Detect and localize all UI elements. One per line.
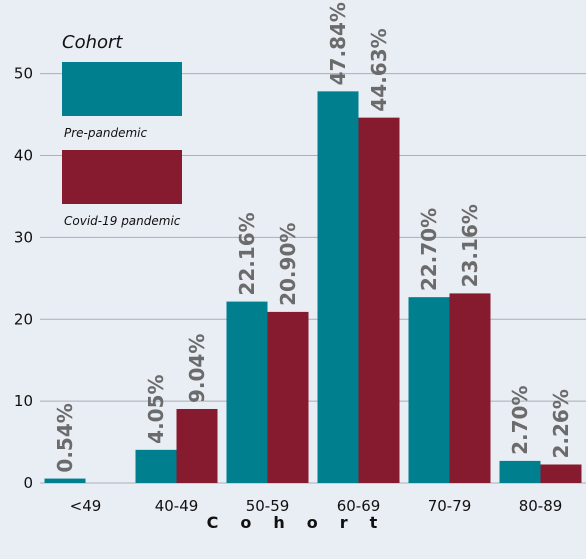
- y-tick-label: 20: [14, 310, 33, 328]
- bar-pre-pandemic: [499, 460, 541, 483]
- legend: Cohort Pre-pandemic Covid-19 pandemic: [62, 32, 182, 228]
- bar-pre-pandemic: [44, 478, 86, 483]
- data-label: 0.54%: [53, 403, 77, 472]
- legend-label-covid-19-pandemic: Covid-19 pandemic: [64, 214, 181, 228]
- data-label: 22.70%: [417, 208, 441, 291]
- data-label: 4.05%: [144, 374, 168, 443]
- bars: [44, 91, 582, 483]
- data-label: 20.90%: [276, 223, 300, 306]
- bar-covid-19-pandemic: [267, 311, 309, 483]
- y-tick-label: 50: [14, 65, 33, 83]
- bar-pre-pandemic: [226, 301, 268, 483]
- x-tick-label: 70-79: [428, 497, 472, 515]
- y-tick-label: 10: [14, 392, 33, 410]
- y-axis-ticks: 0 10 20 30 40 50: [14, 65, 33, 492]
- bar-pre-pandemic: [408, 297, 450, 483]
- bar-pre-pandemic: [317, 91, 359, 483]
- bar-covid-19-pandemic: [358, 117, 400, 483]
- x-tick-label: <49: [70, 497, 102, 515]
- data-label: 2.26%: [549, 389, 573, 458]
- legend-label-pre-pandemic: Pre-pandemic: [64, 126, 147, 140]
- bar-pre-pandemic: [135, 449, 177, 483]
- bar-covid-19-pandemic: [449, 293, 491, 483]
- x-axis-ticks: <49 40-49 50-59 60-69 70-79 80-89: [70, 497, 563, 515]
- x-tick-label: 60-69: [337, 497, 381, 515]
- y-tick-label: 30: [14, 228, 33, 246]
- legend-title: Cohort: [62, 32, 123, 53]
- data-label: 44.63%: [367, 28, 391, 111]
- x-tick-label: 40-49: [155, 497, 199, 515]
- data-label: 9.04%: [185, 334, 209, 403]
- bar-covid-19-pandemic: [540, 464, 582, 483]
- x-tick-label: 50-59: [246, 497, 290, 515]
- y-tick-label: 40: [14, 147, 33, 165]
- bar-covid-19-pandemic: [176, 408, 218, 483]
- x-tick-label: 80-89: [519, 497, 563, 515]
- data-label: 47.84%: [326, 2, 350, 85]
- data-label: 22.16%: [235, 212, 259, 295]
- data-labels: 0.54% 4.05% 9.04% 22.16% 20.90% 47.84% 44.63% 2…: [53, 2, 573, 473]
- y-tick-label: 0: [23, 474, 33, 492]
- legend-swatch-covid-19-pandemic: [62, 150, 182, 204]
- data-label: 2.70%: [508, 386, 532, 455]
- legend-swatch-pre-pandemic: [62, 62, 182, 116]
- x-axis-title: Cohort: [207, 513, 400, 532]
- data-label: 23.16%: [458, 204, 482, 287]
